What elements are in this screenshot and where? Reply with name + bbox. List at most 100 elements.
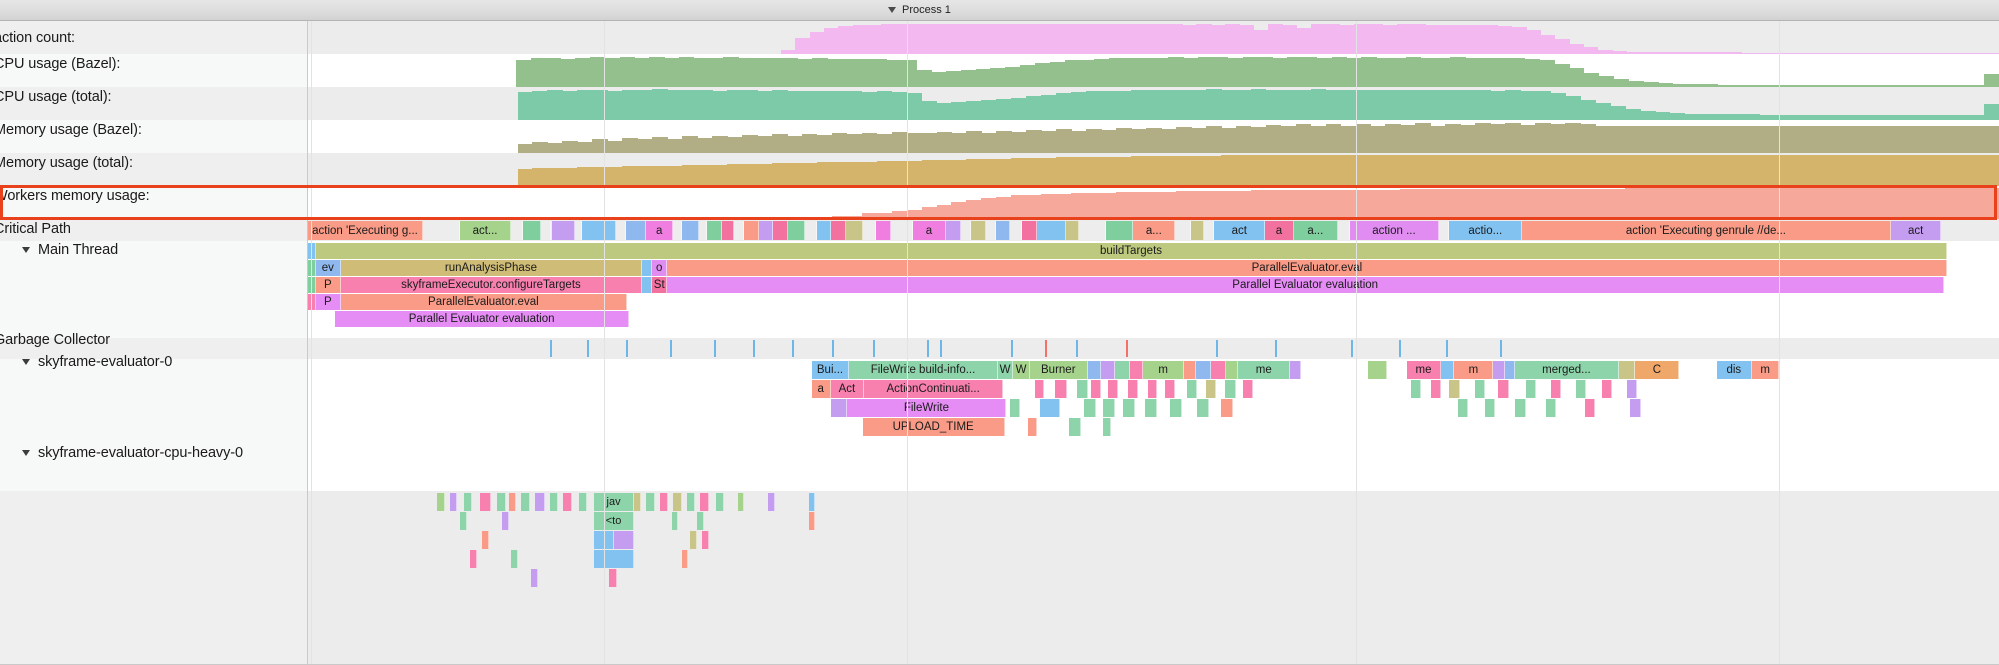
trace-slice[interactable]: Parallel Evaluator evaluation bbox=[667, 277, 1945, 293]
trace-slice[interactable]: a bbox=[1265, 221, 1294, 240]
trace-slice[interactable]: m bbox=[1143, 361, 1184, 379]
tracks-pane[interactable]: action 'Executing g... act... a a a... act a a.… bbox=[308, 21, 1999, 665]
trace-slice-unlabeled[interactable] bbox=[625, 221, 647, 240]
gc-event-tick[interactable] bbox=[1351, 340, 1354, 357]
trace-slice-unlabeled[interactable] bbox=[876, 221, 892, 240]
trace-slice-unlabeled[interactable] bbox=[1175, 221, 1191, 240]
trace-slice-unlabeled[interactable] bbox=[702, 531, 709, 549]
trace-slice-unlabeled[interactable] bbox=[970, 221, 987, 240]
trace-slice-unlabeled[interactable] bbox=[686, 493, 696, 511]
trace-slice-unlabeled[interactable] bbox=[450, 493, 457, 511]
trace-slice-unlabeled[interactable] bbox=[1493, 361, 1506, 379]
trace-slice-unlabeled[interactable] bbox=[1410, 380, 1421, 398]
trace-slice-unlabeled[interactable] bbox=[1618, 361, 1636, 379]
trace-slice-unlabeled[interactable] bbox=[1079, 221, 1107, 240]
trace-slice-unlabeled[interactable] bbox=[1106, 221, 1134, 240]
counter-track-workers-memory-usage[interactable] bbox=[308, 186, 1999, 219]
trace-slice[interactable]: me bbox=[1238, 361, 1291, 379]
trace-slice-unlabeled[interactable] bbox=[1129, 361, 1144, 379]
trace-slice-unlabeled[interactable] bbox=[830, 399, 848, 417]
trace-slice[interactable]: ParallelEvaluator.eval bbox=[340, 294, 627, 310]
trace-slice-unlabeled[interactable] bbox=[808, 512, 816, 530]
counter-track-cpu-usage-bazel[interactable] bbox=[308, 54, 1999, 87]
gc-event-tick[interactable] bbox=[752, 340, 755, 357]
trace-slice-unlabeled[interactable] bbox=[891, 221, 914, 240]
trace-slice[interactable]: P bbox=[315, 277, 341, 293]
trace-slice-unlabeled[interactable] bbox=[1187, 380, 1198, 398]
trace-slice-unlabeled[interactable] bbox=[1009, 221, 1022, 240]
trace-slice-unlabeled[interactable] bbox=[308, 260, 316, 276]
trace-slice-unlabeled[interactable] bbox=[808, 493, 816, 511]
trace-slice-unlabeled[interactable] bbox=[1224, 380, 1237, 398]
trace-slice-unlabeled[interactable] bbox=[581, 221, 616, 240]
trace-slice-unlabeled[interactable] bbox=[1221, 399, 1233, 417]
trace-slice[interactable]: St bbox=[652, 277, 668, 293]
trace-slice-unlabeled[interactable] bbox=[460, 512, 467, 530]
trace-slice[interactable]: m bbox=[1752, 361, 1780, 379]
trace-slice-unlabeled[interactable] bbox=[1040, 399, 1061, 417]
trace-slice-unlabeled[interactable] bbox=[700, 493, 709, 511]
trace-slice[interactable]: runAnalysisPhase bbox=[340, 260, 642, 276]
trace-slice[interactable]: dis bbox=[1716, 361, 1753, 379]
trace-slice-unlabeled[interactable] bbox=[422, 221, 461, 240]
trace-slice-unlabeled[interactable] bbox=[480, 493, 491, 511]
trace-slice-unlabeled[interactable] bbox=[1197, 399, 1210, 417]
trace-slice[interactable]: action 'Executing g... bbox=[308, 221, 423, 240]
trace-slice-unlabeled[interactable] bbox=[1290, 361, 1301, 379]
trace-slice-unlabeled[interactable] bbox=[681, 550, 689, 568]
trace-slice-unlabeled[interactable] bbox=[470, 550, 478, 568]
trace-slice-unlabeled[interactable] bbox=[1090, 380, 1102, 398]
trace-slice-unlabeled[interactable] bbox=[986, 221, 997, 240]
gc-event-tick[interactable] bbox=[625, 340, 628, 357]
track-label-skyframe-evaluator-0[interactable]: skyframe-evaluator-0 bbox=[0, 353, 172, 371]
gc-event-tick[interactable] bbox=[1126, 340, 1129, 357]
trace-slice-unlabeled[interactable] bbox=[1440, 361, 1455, 379]
trace-slice-unlabeled[interactable] bbox=[634, 493, 642, 511]
trace-slice-unlabeled[interactable] bbox=[1148, 380, 1157, 398]
trace-slice-unlabeled[interactable] bbox=[1028, 418, 1037, 436]
trace-slice-unlabeled[interactable] bbox=[1123, 399, 1135, 417]
trace-slice-unlabeled[interactable] bbox=[593, 531, 615, 549]
counter-track-cpu-usage-total[interactable] bbox=[308, 87, 1999, 120]
gc-event-tick[interactable] bbox=[1275, 340, 1278, 357]
trace-slice[interactable]: a... bbox=[1133, 221, 1176, 240]
gc-event-tick[interactable] bbox=[1446, 340, 1449, 357]
triangle-down-icon[interactable] bbox=[22, 359, 30, 365]
trace-slice[interactable]: buildTargets bbox=[315, 243, 1948, 259]
trace-slice-unlabeled[interactable] bbox=[1630, 399, 1641, 417]
gc-event-tick[interactable] bbox=[713, 340, 716, 357]
trace-slice[interactable]: o bbox=[652, 260, 668, 276]
track-label-main-thread[interactable]: Main Thread bbox=[0, 241, 118, 259]
trace-slice-unlabeled[interactable] bbox=[1243, 380, 1254, 398]
trace-slice[interactable]: <to bbox=[593, 512, 635, 530]
trace-slice[interactable]: act bbox=[1214, 221, 1266, 240]
trace-slice-unlabeled[interactable] bbox=[436, 493, 445, 511]
trace-slice-unlabeled[interactable] bbox=[773, 221, 789, 240]
trace-slice-unlabeled[interactable] bbox=[1226, 361, 1239, 379]
trace-slice[interactable]: action ... bbox=[1349, 221, 1440, 240]
trace-slice-unlabeled[interactable] bbox=[308, 294, 316, 310]
trace-slice-unlabeled[interactable] bbox=[1449, 380, 1460, 398]
trace-slice[interactable]: FileWrite bbox=[847, 399, 1007, 417]
trace-slice-unlabeled[interactable] bbox=[690, 531, 697, 549]
trace-slice-unlabeled[interactable] bbox=[308, 277, 316, 293]
trace-slice[interactable]: a bbox=[646, 221, 674, 240]
trace-slice-unlabeled[interactable] bbox=[1055, 380, 1068, 398]
trace-slice[interactable]: ParallelEvaluator.eval bbox=[667, 260, 1948, 276]
trace-slice[interactable]: Act bbox=[830, 380, 865, 398]
trace-slice-unlabeled[interactable] bbox=[1498, 380, 1509, 398]
trace-slice-unlabeled[interactable] bbox=[681, 221, 699, 240]
trace-slice-unlabeled[interactable] bbox=[862, 221, 877, 240]
trace-slice-unlabeled[interactable] bbox=[502, 512, 510, 530]
trace-slice-unlabeled[interactable] bbox=[671, 512, 679, 530]
trace-slice[interactable]: skyframeExecutor.configureTargets bbox=[340, 277, 642, 293]
trace-slice[interactable]: m bbox=[1454, 361, 1494, 379]
trace-slice[interactable]: a... bbox=[1293, 221, 1338, 240]
trace-slice[interactable]: a bbox=[913, 221, 946, 240]
trace-slice-unlabeled[interactable] bbox=[1368, 361, 1387, 379]
trace-slice-unlabeled[interactable] bbox=[1576, 380, 1587, 398]
trace-slice-unlabeled[interactable] bbox=[541, 221, 552, 240]
trace-slice-unlabeled[interactable] bbox=[1102, 399, 1115, 417]
trace-slice-unlabeled[interactable] bbox=[1165, 380, 1176, 398]
gc-event-tick[interactable] bbox=[832, 340, 835, 357]
